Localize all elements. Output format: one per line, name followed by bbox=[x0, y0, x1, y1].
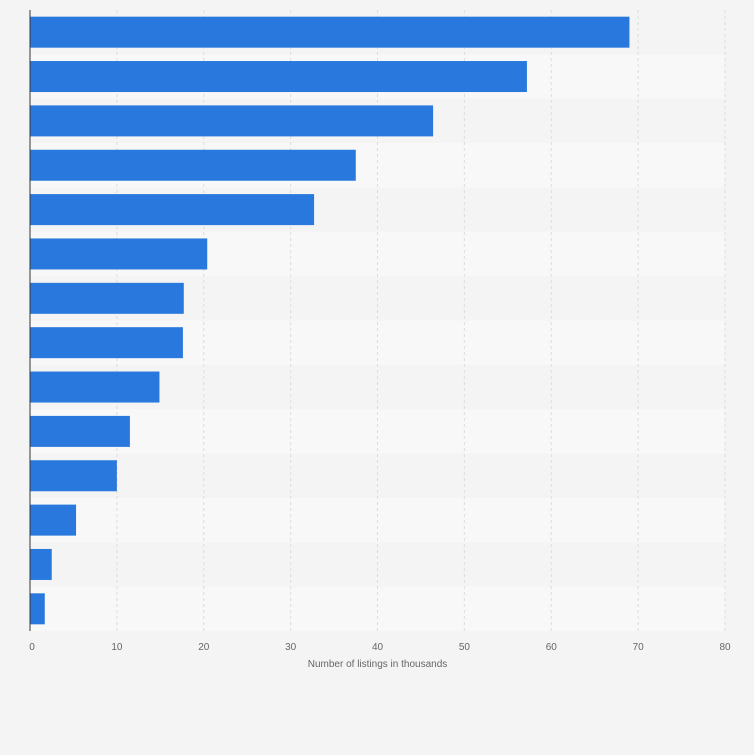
row-bands bbox=[30, 10, 725, 631]
x-tick-label: 40 bbox=[372, 642, 384, 653]
x-tick-label: 80 bbox=[719, 642, 731, 653]
bar bbox=[30, 282, 184, 314]
bar bbox=[30, 149, 356, 181]
x-tick-label: 50 bbox=[459, 642, 471, 653]
bar bbox=[30, 548, 52, 580]
bars bbox=[30, 16, 630, 625]
bar bbox=[30, 415, 130, 447]
bar bbox=[30, 327, 183, 359]
x-tick-labels: 0 10 20 30 40 50 60 70 80 bbox=[29, 642, 731, 653]
x-tick-label: 60 bbox=[546, 642, 558, 653]
bar bbox=[30, 593, 45, 625]
bar bbox=[30, 504, 77, 536]
x-tick-label: 70 bbox=[633, 642, 645, 653]
bar bbox=[30, 61, 527, 93]
x-tick-label: 20 bbox=[198, 642, 210, 653]
bar bbox=[30, 194, 315, 226]
bar bbox=[30, 16, 630, 48]
bar bbox=[30, 460, 117, 492]
x-axis-label: Number of listings in thousands bbox=[308, 659, 448, 670]
x-tick-label: 0 bbox=[29, 642, 35, 653]
x-tick-label: 30 bbox=[285, 642, 297, 653]
x-tick-label: 10 bbox=[111, 642, 123, 653]
bar bbox=[30, 238, 208, 270]
bar bbox=[30, 105, 434, 137]
bar bbox=[30, 371, 160, 403]
